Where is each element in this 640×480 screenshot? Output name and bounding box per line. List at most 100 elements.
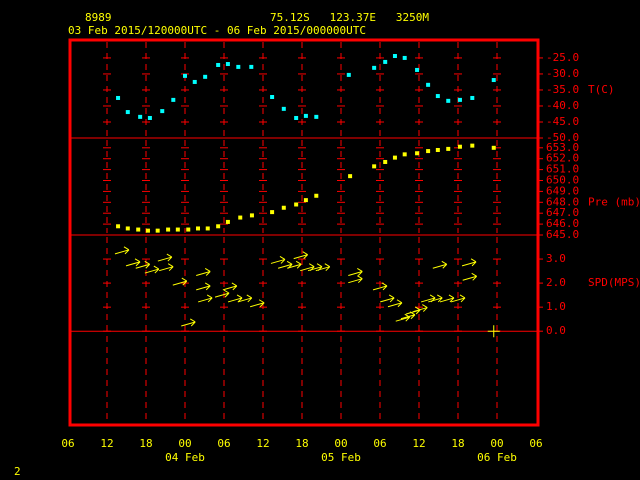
wind-arrow <box>462 272 478 281</box>
data-point <box>435 147 440 152</box>
wind-arrow <box>237 294 253 303</box>
location: 75.12S 123.37E 3250M <box>270 11 429 24</box>
data-point <box>225 219 230 224</box>
data-point <box>491 78 496 83</box>
x-tick-label: 18 <box>139 437 152 450</box>
data-point <box>415 67 420 72</box>
date-label: 06 Feb <box>477 451 517 464</box>
data-point <box>426 82 431 87</box>
axis-label: Pre (mb) <box>588 195 640 208</box>
wind-arrow <box>196 282 211 291</box>
x-tick-label: 00 <box>178 437 191 450</box>
wind-arrow <box>222 282 238 291</box>
data-point <box>196 226 200 231</box>
station-id: 8989 <box>85 11 112 24</box>
y-tick-label: 3.0 <box>546 252 566 265</box>
y-tick-label: 646.0 <box>546 217 579 230</box>
wind-arrow <box>181 318 196 327</box>
wind-arrow <box>196 268 211 276</box>
data-point <box>392 54 397 59</box>
data-point <box>171 97 176 102</box>
data-point <box>491 145 496 150</box>
data-point <box>236 64 241 69</box>
x-tick-label: 00 <box>490 437 503 450</box>
data-point <box>446 98 451 103</box>
axis-label: T(C) <box>588 83 615 96</box>
y-tick-label: -35.0 <box>546 83 579 96</box>
data-point <box>183 73 187 78</box>
data-point <box>314 114 319 119</box>
data-point <box>216 224 221 229</box>
data-point <box>203 74 208 79</box>
data-point <box>116 95 121 100</box>
wind-arrow <box>172 277 188 286</box>
x-tick-label: 06 <box>373 437 386 450</box>
data-point <box>303 198 308 203</box>
y-tick-label: 653.0 <box>546 141 579 154</box>
wind-arrow <box>439 294 455 303</box>
data-point <box>314 193 319 198</box>
x-tick-label: 12 <box>412 437 425 450</box>
data-point <box>145 228 150 233</box>
data-point <box>125 110 130 115</box>
period: 03 Feb 2015/120000UTC - 06 Feb 2015/0000… <box>68 24 366 37</box>
data-point <box>402 55 407 60</box>
wind-arrow <box>125 258 141 267</box>
data-point <box>216 62 221 67</box>
data-point <box>138 114 143 119</box>
data-point <box>294 115 299 120</box>
data-point <box>225 62 230 67</box>
wind-arrow <box>144 265 160 274</box>
data-point <box>457 97 462 102</box>
data-point <box>116 224 121 229</box>
data-point <box>192 79 197 84</box>
wind-arrow <box>250 299 265 308</box>
data-point <box>346 72 351 77</box>
x-tick-label: 06 <box>217 437 230 450</box>
data-point <box>160 109 165 114</box>
wind-arrow <box>114 246 130 255</box>
data-point <box>294 202 299 207</box>
x-tick-label: 18 <box>295 437 308 450</box>
data-point <box>426 149 431 154</box>
data-point <box>166 227 171 232</box>
data-point <box>415 151 420 156</box>
data-point <box>383 59 388 64</box>
wind-arrow <box>214 289 230 298</box>
data-point <box>205 226 210 231</box>
x-tick-label: 06 <box>529 437 542 450</box>
data-point <box>457 144 462 149</box>
data-point <box>348 174 353 179</box>
frame <box>68 38 540 427</box>
data-point <box>402 152 407 157</box>
wind-arrow <box>159 263 174 272</box>
axis-label: SPD(MPS) <box>588 276 640 289</box>
y-tick-label: 647.0 <box>546 206 579 219</box>
x-tick-label: 00 <box>334 437 347 450</box>
data-point <box>470 95 475 100</box>
y-tick-label: 650.0 <box>546 174 579 187</box>
data-point <box>136 227 141 232</box>
date-label: 05 Feb <box>321 451 361 464</box>
wind-arrow <box>428 294 443 303</box>
wind-arrow <box>348 268 363 276</box>
data-point <box>270 95 275 100</box>
data-point <box>281 205 286 210</box>
wind-arrow <box>287 260 302 269</box>
data-point <box>392 155 397 160</box>
y-tick-label: -25.0 <box>546 51 579 64</box>
page-number: 2 <box>14 465 21 478</box>
x-tick-label: 12 <box>100 437 113 450</box>
wind-arrow <box>293 251 309 260</box>
data-point <box>470 143 475 148</box>
y-tick-label: 1.0 <box>546 300 566 313</box>
data-point <box>249 64 254 69</box>
date-label: 04 Feb <box>165 451 205 464</box>
wind-arrow <box>348 275 363 284</box>
x-tick-label: 12 <box>256 437 269 450</box>
data-point <box>446 146 451 151</box>
data-point <box>155 228 160 233</box>
data-point <box>372 65 377 70</box>
